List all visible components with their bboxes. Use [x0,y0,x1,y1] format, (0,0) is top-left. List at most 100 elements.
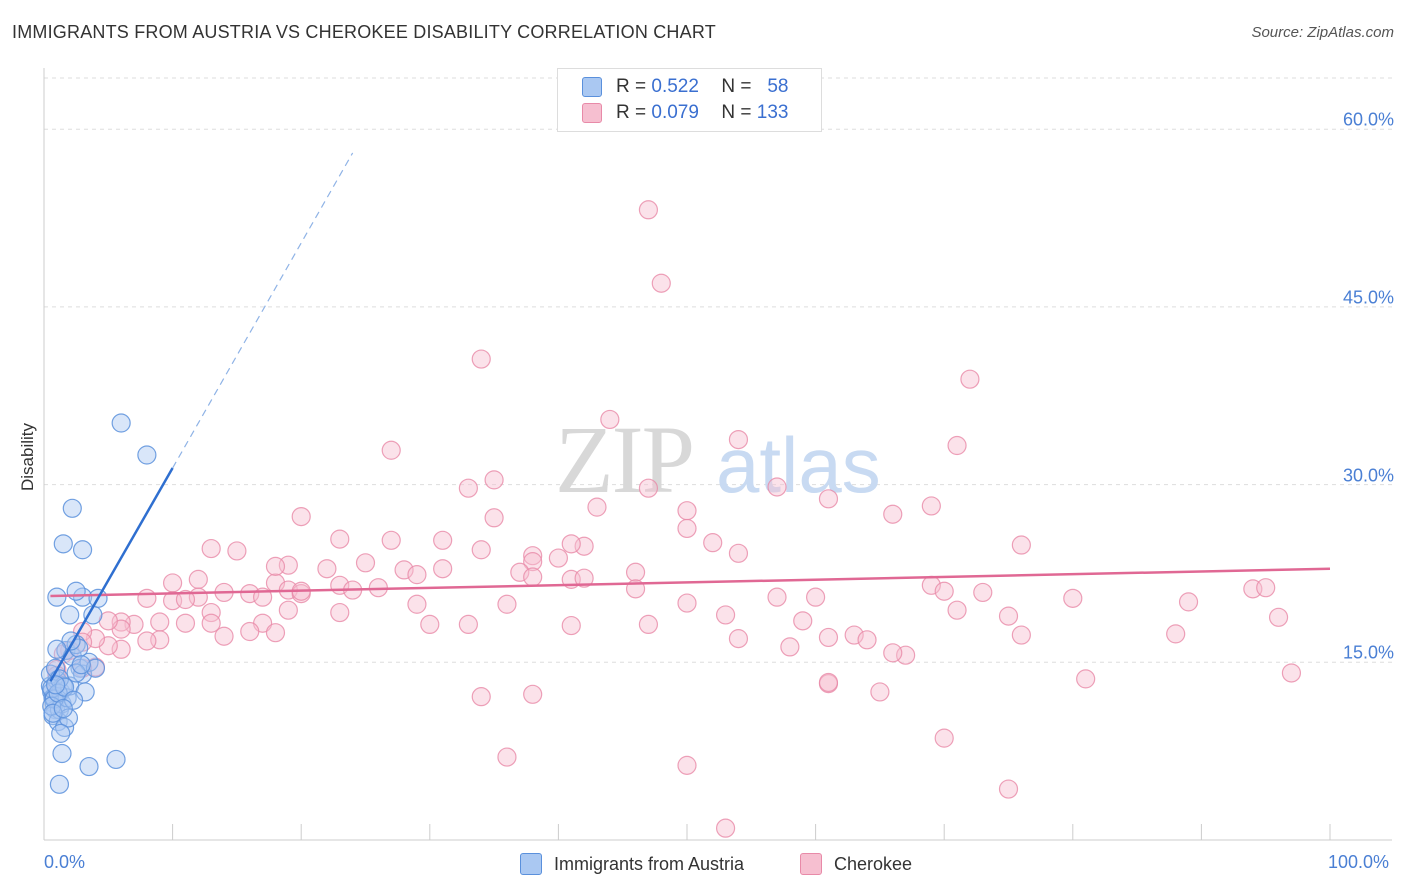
x-tick-label-max: 100.0% [1328,852,1390,872]
cherokee-point [638,200,659,220]
cherokee-point [767,477,787,497]
austria-point [45,675,66,695]
cherokee-point [587,497,607,517]
cherokee-point [433,530,453,550]
cherokee-point [793,611,813,631]
pink-swatch-icon [800,853,822,875]
cherokee-point [960,369,980,389]
cherokee-point [381,530,401,550]
legend-item-cherokee[interactable]: Cherokee [800,852,912,876]
cherokee-point [818,672,839,693]
cherokee-point [677,593,697,613]
cherokee-point [484,470,504,490]
cherokee-point [818,489,839,509]
x-tick-label-min: 0.0% [44,852,86,872]
austria-point [49,774,70,794]
cherokee-point [638,614,659,635]
r-value: 0.522 [651,76,699,97]
cherokee-point [523,546,543,566]
cherokee-point [947,435,967,456]
cherokee-point [561,534,581,554]
cherokee-point [407,565,427,585]
n-value: 58 [767,76,789,97]
y-tick-label: 15.0% [1342,642,1394,663]
cherokee-point [240,621,260,642]
cherokee-point [715,818,736,838]
cherokee-point [137,631,157,651]
gridlines [44,77,1392,663]
austria-point [47,587,67,607]
cherokee-point [1281,663,1302,683]
austria-point [58,708,79,728]
cherokee-point [214,626,234,646]
cherokee-point [805,587,826,607]
n-value: 133 [756,102,789,123]
cherokee-point [973,582,993,603]
austria-point [43,703,63,723]
cherokee-point [728,430,749,450]
watermark-atlas: atlas [716,421,881,509]
cherokee-point [484,508,504,528]
pink-swatch-icon [582,103,602,123]
cherokee-point [818,627,839,648]
cherokee-point [715,605,736,625]
cherokee-point [1256,578,1276,598]
cherokee-point [201,538,221,559]
r-label: R = [616,102,647,123]
cherokee-point [1076,669,1096,689]
cherokee-point [407,594,427,614]
trendlines-front [49,152,1331,682]
r-label: R = [616,76,647,97]
cherokee-point [523,684,543,704]
austria-point [40,664,61,684]
blue-swatch-icon [520,853,542,875]
stats-row-cherokee: R = 0.079 N = 133 [582,101,788,125]
cherokee-point [510,562,530,582]
cherokee-point [497,747,517,767]
cherokee-point [188,569,208,589]
cherokee-point [934,581,954,601]
cherokee-point [561,615,581,636]
cherokee-point [767,587,787,607]
blue-swatch-icon [582,77,602,97]
cherokee-point [175,613,196,633]
cherokee-point [355,553,376,573]
austria-points [40,413,157,794]
austria-point [111,413,131,433]
cherokee-trendline [50,567,1331,598]
cherokee-point [1011,625,1031,645]
cherokee-point [381,440,401,460]
austria-point [62,498,82,518]
austria-point [63,690,84,710]
legend-item-austria[interactable]: Immigrants from Austria [520,852,744,876]
cherokee-point [150,612,170,632]
cherokee-point [934,728,954,748]
cherokee-point [471,349,491,369]
cherokee-point [291,506,311,527]
y-tick-label: 45.0% [1342,287,1394,308]
cherokee-point [921,496,941,516]
cherokee-point [600,409,620,430]
n-label: N = [721,76,752,97]
stats-row-austria: R = 0.522 N = 58 [582,75,788,99]
cherokee-point [1011,535,1031,555]
cherokee-point [317,559,337,579]
cherokee-point [175,589,196,610]
cherokee-point [201,602,221,623]
cherokee-point [458,614,478,635]
stats-box: R = 0.522 N = 58 R = 0.079 N = 133 [557,68,822,132]
cherokee-point [330,602,350,623]
cherokee-point [844,625,864,645]
legend-label: Cherokee [834,853,913,874]
cherokee-point [394,560,414,580]
austria-point [53,698,73,719]
austria-trendline [49,467,174,682]
cherokee-point [523,552,543,572]
cherokee-point [265,623,286,643]
chart-title: IMMIGRANTS FROM AUSTRIA VS CHEROKEE DISA… [12,22,716,42]
cherokee-point [574,568,594,588]
watermark-zip: ZIP [555,406,693,513]
cherokee-point [1268,607,1289,627]
cherokee-point [471,540,491,560]
